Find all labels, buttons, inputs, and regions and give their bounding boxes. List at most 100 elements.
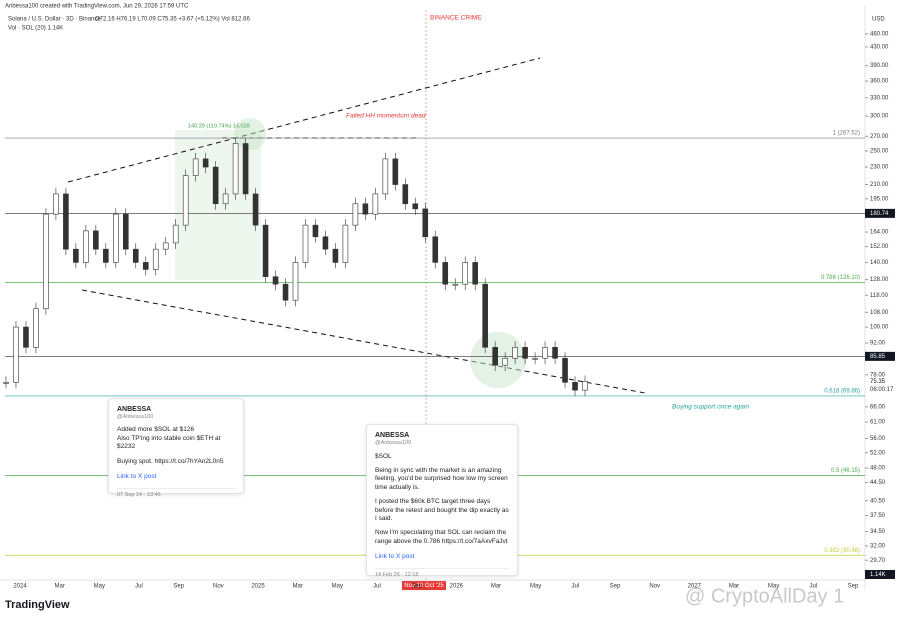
price-tag (865, 208, 895, 218)
candle-body (53, 193, 59, 215)
candle-body (73, 248, 79, 263)
countdown: 06:00:17 (870, 387, 894, 393)
date-tag-label: Nov 10 Oct '25 (404, 583, 444, 589)
candle-body (332, 248, 339, 263)
y-tick-label: 92.00 (870, 341, 886, 347)
candle-body (232, 143, 239, 195)
y-tick-label: 40.50 (870, 498, 886, 504)
tweet-card[interactable]: ANBESSA @Anbessa100 $SOL Being in sync w… (366, 424, 518, 578)
tweet-line: $SOL (375, 452, 392, 460)
price-tag (865, 351, 895, 361)
candle-body (342, 224, 349, 263)
candle-body (172, 224, 179, 244)
candle-body (142, 262, 149, 270)
candle-body (502, 357, 508, 366)
candle-body (162, 242, 169, 250)
x-tick-label: Mar (729, 584, 739, 590)
date-tag (402, 581, 446, 590)
price-tag-label: 85.85 (870, 354, 886, 360)
y-tick-label: 118.00 (870, 293, 889, 299)
volume: Vol · SOL (20) 1.14K (8, 26, 63, 32)
candle-body (33, 308, 39, 348)
candle-body (83, 230, 89, 263)
tweet-line: Buying spot. https://t.co/7hYAn2L0n5 (117, 458, 224, 466)
tweet-link[interactable]: Link to X post (375, 552, 415, 560)
y-tick-label: 390.00 (870, 63, 889, 69)
y-tick-label: 140.00 (870, 260, 889, 266)
x-tick-label: May (332, 584, 343, 590)
y-tick-label: 100.00 (870, 325, 889, 331)
candle-body (152, 248, 159, 270)
candle-body (262, 224, 269, 277)
ohlc: O72.16 H76.19 L70.09 C75.35 +3.67 (+5.12… (95, 17, 250, 23)
tweet-name: ANBESSA (117, 406, 152, 413)
candle-body (542, 346, 548, 359)
tweet-line: I posted the $60k BTC target three days … (375, 497, 509, 523)
y-tick-label: 230.00 (870, 165, 889, 171)
y-tick-label: 108.00 (870, 310, 889, 316)
candle-body (322, 236, 329, 250)
x-tick-label: May (94, 584, 105, 590)
y-tick-label: 56.00 (870, 436, 886, 442)
tweet-date: 07 Sep 24 · 13:46 (117, 487, 235, 499)
candle-body (532, 357, 538, 360)
candle-body (432, 236, 439, 263)
candle-body (43, 213, 49, 310)
y-tick-label: 430.00 (870, 44, 889, 50)
candle-body (452, 283, 459, 286)
fib-label: 0.382 (30.48) (824, 548, 860, 554)
y-tick-label: 66.00 (870, 404, 886, 410)
y-tick-label: 37.50 (870, 513, 886, 519)
x-tick-label: 2024 (13, 584, 27, 590)
y-tick-label: 250.00 (870, 149, 889, 155)
candle-body (382, 158, 389, 195)
y-tick-label: 300.00 (870, 114, 889, 120)
tweet-link[interactable]: Link to X post (117, 472, 157, 480)
tweet-handle: @Anbessa100 (117, 414, 154, 421)
candle-body (202, 158, 209, 168)
x-tick-label: Nov (649, 584, 660, 590)
x-tick-label: Mar (292, 584, 302, 590)
candle-body (122, 213, 129, 250)
x-tick-label: May (530, 584, 541, 590)
candle-body (272, 276, 279, 285)
candle-body (13, 326, 19, 383)
candle-body (302, 224, 309, 263)
candle-body (113, 213, 119, 263)
candle-body (552, 346, 558, 359)
candle-body (63, 193, 69, 250)
candle-body (212, 166, 219, 205)
y-tick-label: 48.00 (870, 466, 886, 472)
symbol: Solana / U.S. Dollar · 3D · Binance (8, 17, 101, 23)
candle-body (582, 381, 588, 391)
y-tick-label: 32.00 (870, 544, 886, 550)
x-tick-label: Sep (411, 584, 422, 590)
logo: TradingView (5, 599, 70, 611)
candle-body (312, 224, 319, 238)
trend-line (81, 289, 646, 394)
candle-body (182, 175, 189, 226)
candle-body (252, 193, 259, 226)
tweet-line: Also TP'ing into stable coin $ETH at $22… (117, 434, 221, 451)
candle-body (482, 283, 488, 348)
tweet-card[interactable]: ANBESSA @Anbessa100 Added more $SOL at $… (108, 398, 244, 498)
y-tick-label: 29.70 (870, 558, 886, 564)
candle-body (372, 193, 379, 215)
candle-body (242, 143, 249, 195)
x-tick-label: 2025 (251, 584, 265, 590)
candle-body (442, 262, 449, 285)
price-tag-label: 75.35 (870, 379, 886, 385)
x-tick-label: Nov (213, 584, 224, 590)
y-tick-label: 360.00 (870, 79, 889, 85)
fib-label: 0.5 (46.15) (831, 468, 860, 474)
candle-body (132, 248, 139, 263)
y-tick-label: 460.00 (870, 31, 889, 37)
currency: USD (872, 17, 885, 23)
candle-body (352, 203, 359, 226)
y-tick-label: 270.00 (870, 134, 889, 140)
x-tick-label: Jul (809, 584, 817, 590)
candle-body (522, 346, 528, 359)
trend-line (67, 57, 541, 183)
x-tick-label: May (768, 584, 779, 590)
